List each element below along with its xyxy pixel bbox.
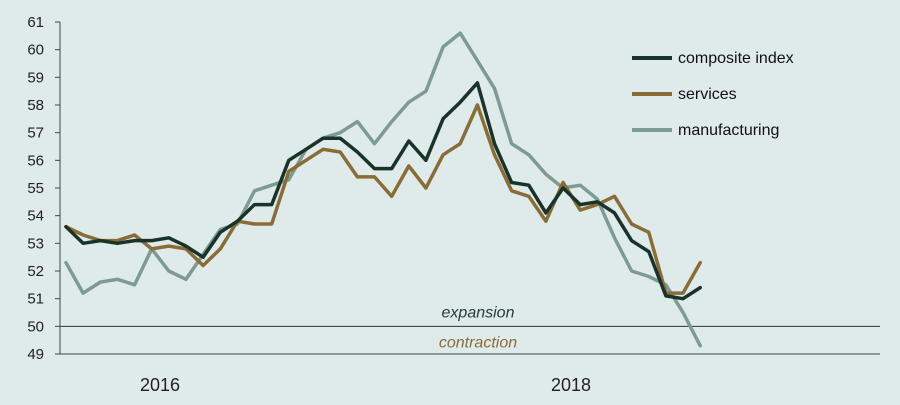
y-tick-label: 59 bbox=[27, 69, 44, 86]
series-line-composite-index bbox=[64, 81, 702, 301]
y-tick-label: 54 bbox=[27, 208, 44, 225]
contraction-label: contraction bbox=[439, 334, 517, 351]
series-line-manufacturing bbox=[64, 31, 702, 348]
y-tick-label: 52 bbox=[27, 263, 44, 280]
legend-label-services: services bbox=[678, 86, 737, 103]
y-tick-label: 60 bbox=[27, 42, 44, 59]
y-tick-label: 57 bbox=[27, 125, 44, 142]
y-tick-label: 50 bbox=[27, 318, 44, 335]
series-line-services bbox=[64, 103, 702, 295]
y-tick-label: 51 bbox=[27, 291, 44, 308]
legend: composite index services manufacturing bbox=[632, 50, 794, 139]
y-tick-label: 49 bbox=[27, 346, 44, 363]
y-axis: 49 50 51 52 53 54 55 56 57 58 59 60 61 bbox=[27, 14, 60, 363]
y-tick-label: 53 bbox=[27, 235, 44, 252]
y-tick-label: 58 bbox=[27, 97, 44, 114]
x-tick-label-2016: 2016 bbox=[140, 375, 180, 395]
x-tick-label-2018: 2018 bbox=[551, 375, 591, 395]
legend-label-composite-index: composite index bbox=[678, 50, 794, 67]
y-tick-label: 56 bbox=[27, 152, 44, 169]
legend-label-manufacturing: manufacturing bbox=[678, 122, 779, 139]
series-layer bbox=[64, 31, 702, 348]
y-tick-label: 61 bbox=[27, 14, 44, 31]
y-tick-label: 55 bbox=[27, 180, 44, 197]
expansion-label: expansion bbox=[442, 304, 515, 321]
